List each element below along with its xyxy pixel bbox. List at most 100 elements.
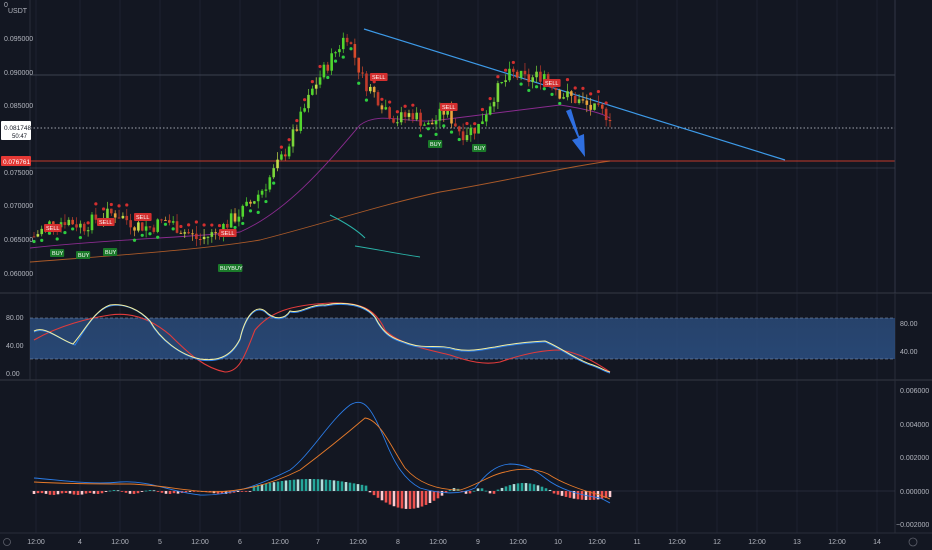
time-label: 11	[633, 539, 640, 546]
sar-dot-bear	[565, 78, 570, 82]
macd-bar	[256, 485, 260, 491]
auto-scale-icon[interactable]	[908, 537, 918, 547]
candle-body	[311, 88, 314, 95]
macd-bar	[560, 491, 564, 496]
candle-body	[160, 219, 163, 221]
resistance-trendline[interactable]	[363, 28, 786, 161]
price-tick: 0.085000	[4, 103, 33, 110]
candle-body	[140, 222, 144, 231]
macd-bar	[476, 488, 480, 491]
macd-bar	[132, 491, 136, 494]
candle-body	[117, 217, 121, 219]
time-label: 12:00	[509, 539, 527, 546]
candle-body	[264, 189, 268, 191]
time-label: 8	[396, 539, 400, 546]
candle-body	[515, 71, 519, 78]
candle-body	[32, 236, 36, 238]
macd-bar	[44, 491, 48, 494]
candle-body	[94, 214, 98, 220]
candle-body	[214, 232, 217, 234]
macd-bar	[316, 479, 320, 491]
macd-bar	[348, 482, 352, 491]
candle-body	[411, 113, 415, 120]
candle-body	[299, 111, 303, 131]
macd-bar	[328, 479, 332, 491]
time-label: 5	[158, 539, 162, 546]
macd-bar	[380, 491, 384, 501]
candle-body	[361, 72, 364, 74]
time-axis[interactable]: 12:00 4 12:00 5 12:00 6 12:00 7 12:00 8 12:00 9 12:0…	[27, 539, 881, 546]
candle-body	[187, 232, 190, 234]
signal-tag-label: BUY	[474, 146, 486, 152]
candle-body	[570, 91, 573, 96]
macd-bar	[496, 489, 500, 491]
candle-body	[249, 201, 252, 204]
candle-body	[133, 227, 136, 231]
candle-body	[488, 106, 492, 115]
signal-line	[33, 417, 611, 500]
time-label: 12:00	[349, 539, 367, 546]
macd-bar	[432, 491, 436, 501]
macd-bar	[192, 491, 196, 492]
macd-bar	[40, 491, 44, 494]
sar-dot-bear	[94, 202, 98, 206]
time-label: 10	[554, 539, 562, 546]
macd-bar	[428, 491, 432, 503]
candle-body	[461, 131, 465, 141]
macd-bar	[276, 481, 280, 491]
macd-bar	[484, 490, 488, 492]
sar-dot-bear	[488, 97, 492, 101]
sar-dot-bull	[140, 233, 144, 237]
candle-body	[388, 107, 391, 119]
sar-dot-bull	[171, 227, 175, 231]
macd-bar	[128, 491, 132, 494]
last-price-value: 0.081748	[4, 125, 31, 132]
macd-bar	[536, 485, 540, 491]
macd-bar	[384, 491, 388, 503]
macd-bar	[304, 479, 308, 491]
macd-bar	[224, 491, 228, 494]
macd-bar	[216, 491, 220, 494]
macd-pane[interactable]	[30, 401, 895, 509]
candle-body	[256, 194, 260, 202]
macd-bar	[232, 491, 236, 493]
macd-bar	[552, 491, 556, 494]
sar-dot-bear	[411, 103, 415, 107]
tradingview-logo-icon[interactable]	[3, 538, 11, 546]
candle-body	[357, 57, 361, 73]
candle-body	[430, 122, 434, 125]
macd-bar	[184, 491, 188, 493]
ma-long-orange	[29, 160, 611, 263]
candle-body	[229, 213, 233, 228]
candle-body	[272, 168, 275, 178]
time-label: 12:00	[271, 539, 289, 546]
candle-body	[369, 86, 372, 92]
stochastic-pane[interactable]	[30, 302, 895, 374]
candle-body	[90, 214, 94, 231]
macd-bar	[144, 490, 148, 492]
macd-bar	[32, 491, 36, 494]
candle-body	[245, 201, 248, 206]
time-label: 7	[316, 539, 320, 546]
candlesticks[interactable]	[32, 32, 612, 247]
macd-bar	[568, 491, 572, 498]
candle-body	[527, 74, 531, 82]
macd-tick: −0.002000	[896, 522, 929, 529]
main-price-axis[interactable]: 0 USDT 0.095000 0.090000 0.085000 0.0750…	[1, 2, 33, 278]
signal-tag-label: BUY	[78, 253, 90, 259]
macd-bar	[268, 482, 272, 491]
time-label: 12:00	[429, 539, 447, 546]
candle-body	[442, 108, 446, 115]
stoch-axis[interactable]: 80.00 40.00 0.00 80.00 40.00	[6, 315, 918, 378]
candle-body	[365, 73, 368, 92]
price-tick: 0.090000	[4, 70, 33, 77]
candle-body	[465, 135, 469, 141]
macd-axis[interactable]: 0.006000 0.004000 0.002000 0.000000 −0.0…	[896, 388, 929, 529]
stoch-d-line	[33, 302, 611, 373]
sar-dot-bear	[388, 100, 392, 104]
sar-dot-bull	[163, 222, 168, 226]
candle-body	[198, 239, 202, 241]
candle-body	[581, 99, 585, 101]
